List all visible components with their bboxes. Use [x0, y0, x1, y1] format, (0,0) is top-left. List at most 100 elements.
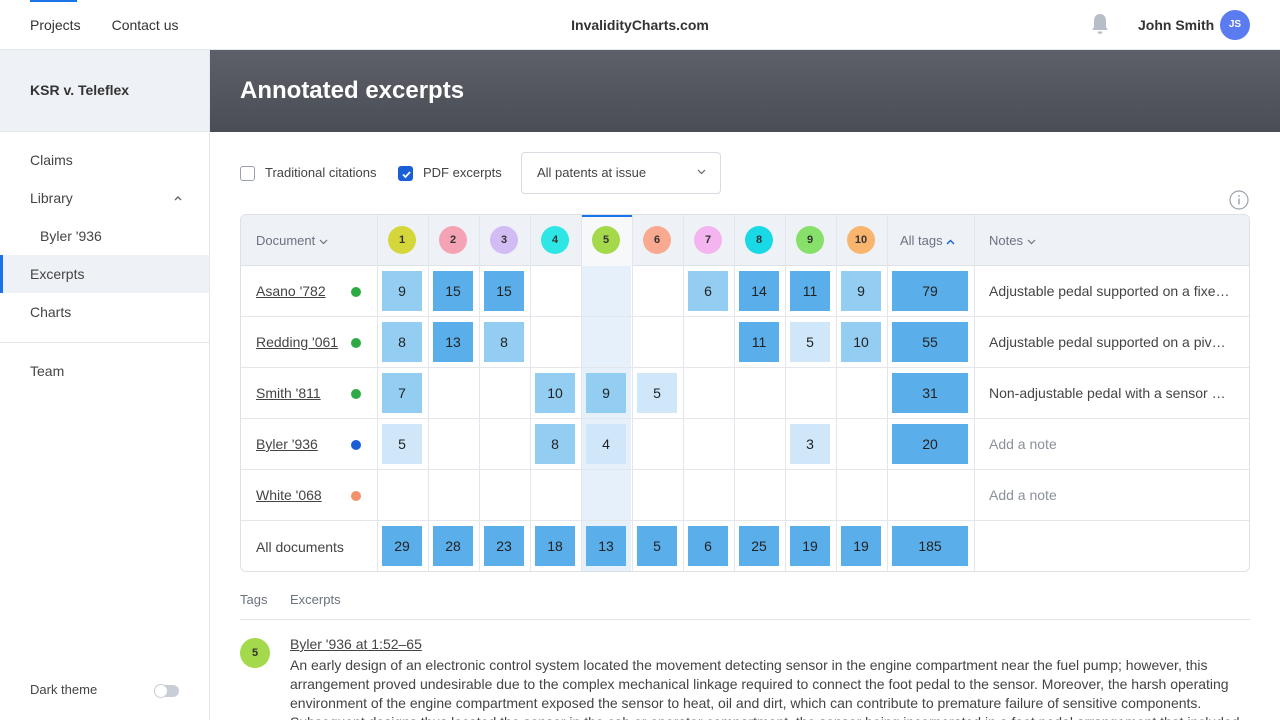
sidebar-item-claims[interactable]: Claims	[30, 152, 73, 168]
note-cell[interactable]: Adjustable pedal supported on a fixed…	[989, 283, 1233, 299]
chevron-up-icon[interactable]	[172, 193, 184, 203]
grand-total-cell[interactable]: 185	[892, 526, 968, 566]
tag-count-cell[interactable]: 10	[535, 373, 575, 413]
tag-count-cell[interactable]: 5	[637, 373, 677, 413]
document-link[interactable]: Byler '936	[256, 436, 318, 452]
column-total-cell[interactable]: 19	[790, 526, 830, 566]
column-divider	[974, 215, 975, 571]
nav-projects[interactable]: Projects	[30, 0, 81, 50]
tag-filter-3[interactable]: 3	[490, 226, 518, 254]
tag-count-cell[interactable]: 9	[382, 271, 422, 311]
tab-tags[interactable]: Tags	[240, 592, 268, 607]
row-total-cell[interactable]: 20	[892, 424, 968, 464]
column-divider	[530, 215, 531, 571]
bell-icon[interactable]	[1090, 13, 1110, 35]
column-total-cell[interactable]: 6	[688, 526, 728, 566]
tag-filter-9[interactable]: 9	[796, 226, 824, 254]
tag-count-cell[interactable]: 9	[841, 271, 881, 311]
column-total-cell[interactable]: 5	[637, 526, 677, 566]
tag-count-cell[interactable]: 10	[841, 322, 881, 362]
column-total-cell[interactable]: 29	[382, 526, 422, 566]
row-divider	[241, 469, 1249, 470]
tag-count-cell[interactable]: 9	[586, 373, 626, 413]
tag-count-cell[interactable]: 6	[688, 271, 728, 311]
column-divider	[377, 215, 378, 571]
tag-count-cell[interactable]: 7	[382, 373, 422, 413]
sidebar-item-byler[interactable]: Byler '936	[40, 228, 102, 244]
tag-filter-6[interactable]: 6	[643, 226, 671, 254]
column-total-cell[interactable]: 13	[586, 526, 626, 566]
tag-count-cell[interactable]: 15	[484, 271, 524, 311]
tag-count-cell[interactable]: 15	[433, 271, 473, 311]
project-title[interactable]: KSR v. Teleflex	[0, 50, 209, 132]
tag-count-cell[interactable]: 13	[433, 322, 473, 362]
column-total-cell[interactable]: 18	[535, 526, 575, 566]
info-icon[interactable]	[1229, 190, 1249, 210]
user-name[interactable]: John Smith	[1138, 17, 1215, 33]
tag-filter-7[interactable]: 7	[694, 226, 722, 254]
document-column-header[interactable]: Document	[256, 215, 328, 266]
row-total-cell[interactable]: 55	[892, 322, 968, 362]
column-divider	[887, 215, 888, 571]
document-link[interactable]: White '068	[256, 487, 322, 503]
tab-excerpts[interactable]: Excerpts	[290, 592, 341, 607]
row-total-cell[interactable]: 31	[892, 373, 968, 413]
row-divider	[241, 418, 1249, 419]
tag-count-cell[interactable]: 5	[790, 322, 830, 362]
tag-filter-5[interactable]: 5	[592, 226, 620, 254]
tag-filter-4[interactable]: 4	[541, 226, 569, 254]
note-cell[interactable]: Add a note	[989, 487, 1057, 503]
traditional-citations-label[interactable]: Traditional citations	[265, 165, 377, 180]
row-divider	[241, 316, 1249, 317]
tag-count-cell[interactable]: 11	[739, 322, 779, 362]
pdf-excerpts-label[interactable]: PDF excerpts	[423, 165, 502, 180]
traditional-citations-checkbox[interactable]	[240, 166, 255, 181]
document-link[interactable]: Redding '061	[256, 334, 339, 350]
patents-select[interactable]: All patents at issue	[521, 152, 721, 194]
note-cell[interactable]: Add a note	[989, 436, 1057, 452]
tag-count-cell[interactable]: 8	[484, 322, 524, 362]
tag-count-cell[interactable]: 8	[535, 424, 575, 464]
tag-filter-2[interactable]: 2	[439, 226, 467, 254]
tag-filter-8[interactable]: 8	[745, 226, 773, 254]
excerpt-citation-link[interactable]: Byler '936 at 1:52–65	[290, 636, 422, 652]
chevron-down-icon	[1027, 239, 1036, 244]
page-header: Annotated excerpts	[210, 50, 1280, 132]
sidebar-item-excerpts[interactable]: Excerpts	[0, 255, 209, 293]
all-tags-column-header[interactable]: All tags	[900, 215, 955, 266]
column-total-cell[interactable]: 28	[433, 526, 473, 566]
notes-column-header[interactable]: Notes	[989, 215, 1036, 266]
tag-count-cell[interactable]: 4	[586, 424, 626, 464]
sidebar-item-team[interactable]: Team	[30, 363, 65, 379]
column-divider	[683, 215, 684, 571]
status-dot	[351, 440, 361, 450]
row-total-cell[interactable]: 79	[892, 271, 968, 311]
document-header-label: Document	[256, 233, 316, 248]
avatar[interactable]: JS	[1220, 10, 1250, 40]
sidebar-item-library[interactable]: Library	[0, 179, 209, 217]
column-total-cell[interactable]: 19	[841, 526, 881, 566]
tag-filter-1[interactable]: 1	[388, 226, 416, 254]
note-cell[interactable]: Adjustable pedal supported on a pivot…	[989, 334, 1233, 350]
document-link[interactable]: Asano '782	[256, 283, 326, 299]
tag-count-cell[interactable]: 3	[790, 424, 830, 464]
sidebar-item-charts[interactable]: Charts	[30, 304, 72, 320]
status-dot	[351, 287, 361, 297]
column-total-cell[interactable]: 25	[739, 526, 779, 566]
sidebar: KSR v. Teleflex Claims Library Byler '93…	[0, 50, 210, 720]
dark-theme-toggle[interactable]	[154, 684, 179, 698]
note-cell[interactable]: Non-adjustable pedal with a sensor and…	[989, 385, 1233, 401]
bottom-tabs: Tags Excerpts	[240, 590, 1250, 620]
excerpt-text: An early design of an electronic control…	[290, 657, 1240, 720]
row-divider	[241, 520, 1249, 521]
tag-count-cell[interactable]: 14	[739, 271, 779, 311]
tag-filter-10[interactable]: 10	[847, 226, 875, 254]
tag-count-cell[interactable]: 8	[382, 322, 422, 362]
document-link[interactable]: Smith '811	[256, 385, 321, 401]
tag-count-cell[interactable]: 5	[382, 424, 422, 464]
pdf-excerpts-checkbox[interactable]	[398, 166, 413, 181]
column-total-cell[interactable]: 23	[484, 526, 524, 566]
nav-contact-us[interactable]: Contact us	[111, 17, 179, 33]
tag-count-cell[interactable]: 11	[790, 271, 830, 311]
